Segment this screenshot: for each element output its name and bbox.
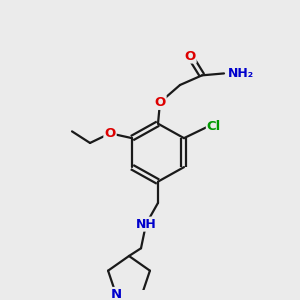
- Text: NH: NH: [136, 218, 156, 231]
- Text: O: O: [154, 96, 166, 109]
- Text: NH₂: NH₂: [228, 67, 254, 80]
- Text: O: O: [184, 50, 196, 62]
- Text: N: N: [110, 288, 122, 300]
- Text: O: O: [104, 127, 116, 140]
- Text: Cl: Cl: [207, 120, 221, 133]
